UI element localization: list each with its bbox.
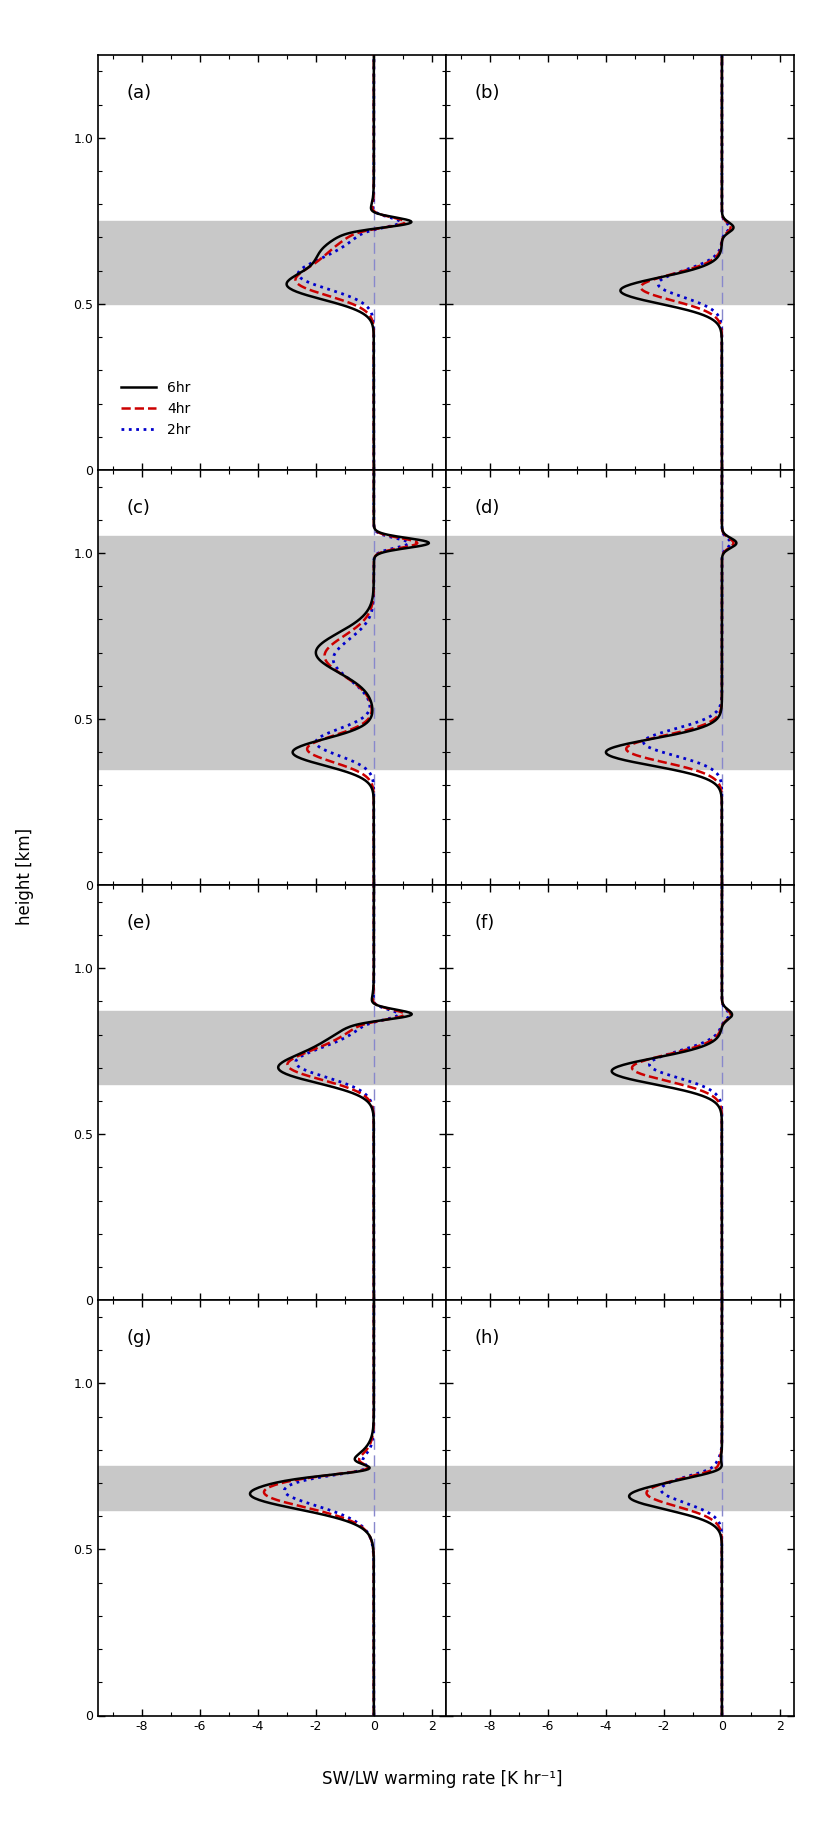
Text: (d): (d) (474, 498, 500, 516)
Text: height [km]: height [km] (16, 827, 34, 925)
Text: (c): (c) (126, 498, 150, 516)
Bar (446, 1465, 794, 1509)
Bar (446, 537, 794, 768)
Bar (98, 1011, 446, 1084)
Text: (a): (a) (126, 84, 152, 102)
Text: (g): (g) (126, 1329, 152, 1347)
Bar (446, 221, 794, 303)
Text: (e): (e) (126, 914, 152, 933)
Text: (h): (h) (474, 1329, 500, 1347)
Text: SW/LW warming rate [K hr⁻¹]: SW/LW warming rate [K hr⁻¹] (322, 1770, 563, 1788)
Text: (b): (b) (474, 84, 500, 102)
Bar (98, 537, 446, 768)
Legend: 6hr, 4hr, 2hr: 6hr, 4hr, 2hr (115, 376, 196, 442)
Bar (98, 1465, 446, 1509)
Bar (98, 221, 446, 303)
Bar (446, 1011, 794, 1084)
Text: (f): (f) (474, 914, 495, 933)
